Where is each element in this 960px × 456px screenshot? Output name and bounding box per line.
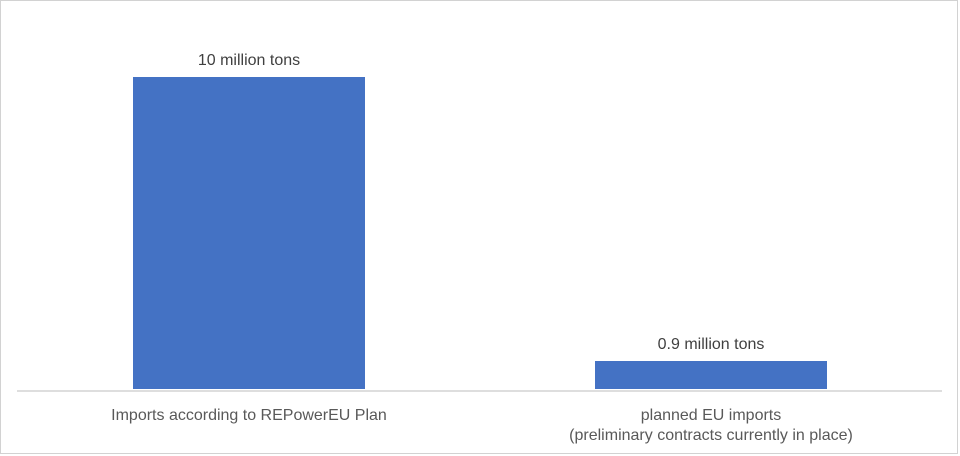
category-label-planned-imports: planned EU imports (preliminary contract…	[480, 406, 942, 446]
category-label-repowereu: Imports according to REPowerEU Plan	[18, 406, 480, 426]
bar-repowereu-plan	[133, 77, 365, 389]
category-line: (preliminary contracts currently in plac…	[569, 427, 853, 444]
category-line: Imports according to REPowerEU Plan	[111, 407, 387, 424]
bar-group-repowereu: 10 million tons	[133, 51, 365, 389]
category-line: planned EU imports	[640, 407, 782, 424]
category-axis: Imports according to REPowerEU Plan plan…	[1, 406, 957, 450]
data-label: 10 million tons	[197, 52, 301, 69]
bar-group-planned-imports: 0.9 million tons	[595, 335, 827, 389]
data-label: 0.9 million tons	[657, 335, 765, 353]
bar-planned-eu-imports	[595, 360, 827, 389]
x-axis-line	[17, 390, 942, 392]
